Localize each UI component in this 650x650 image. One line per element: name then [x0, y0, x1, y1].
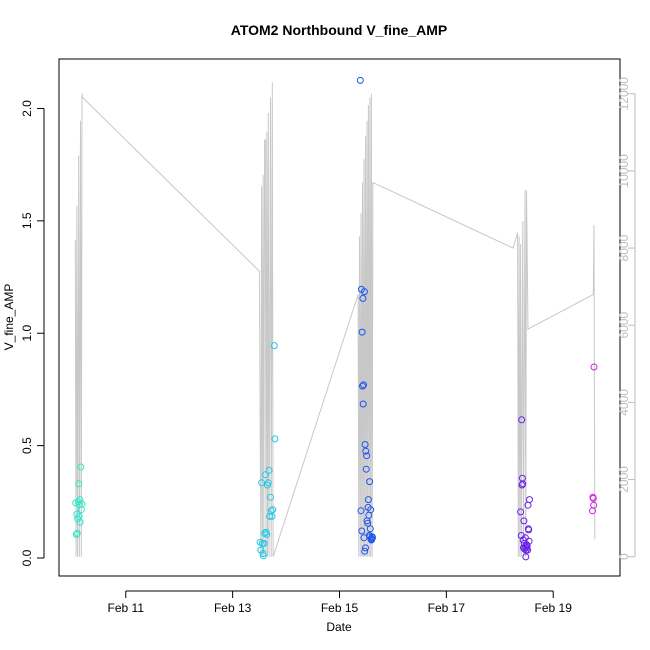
data-point [77, 463, 85, 471]
data-point [362, 544, 369, 552]
data-point [359, 400, 367, 408]
data-point [359, 294, 367, 302]
data-point [269, 506, 277, 514]
data-point [75, 480, 83, 488]
y2-tick-label: 4000 [617, 389, 631, 416]
data-point [361, 441, 369, 448]
data-point [259, 552, 267, 560]
data-point [73, 529, 81, 537]
plot-frame [58, 58, 621, 577]
data-point [263, 530, 271, 538]
data-point [590, 501, 598, 509]
data-point [523, 542, 531, 550]
data-point [271, 435, 279, 443]
secondary-line-layer [74, 82, 596, 557]
x-axis-label: Date [326, 620, 352, 634]
data-point [72, 530, 80, 538]
data-point [526, 496, 533, 504]
data-point [362, 447, 370, 455]
y-tick-label: 1.5 [20, 212, 34, 229]
data-point [364, 519, 372, 527]
secondary-series-line [74, 82, 596, 557]
data-point [518, 481, 526, 489]
data-point [525, 537, 533, 545]
data-point [270, 342, 278, 350]
data-point [360, 288, 368, 296]
data-point [517, 532, 525, 539]
x-tick-label: Feb 11 [108, 601, 145, 615]
y2-tick-label: 2000 [617, 466, 631, 493]
data-point [519, 480, 527, 488]
y-tick-label: 0.0 [20, 549, 34, 566]
data-point [267, 493, 274, 501]
y2-tick-label: 10000 [617, 154, 631, 188]
y2-tick-label: 8000 [617, 234, 631, 261]
points-layer [72, 76, 598, 561]
data-point [364, 496, 372, 504]
y2-tick-label: 6000 [617, 312, 631, 339]
data-point [366, 478, 374, 486]
data-point [362, 465, 370, 473]
data-point [524, 546, 532, 554]
data-point [358, 527, 366, 535]
data-point [589, 494, 597, 502]
data-point [76, 518, 84, 526]
data-point [268, 512, 276, 520]
data-point [356, 76, 364, 84]
data-point [360, 381, 368, 389]
y-axis: 0.0 0.5 1.0 1.5 2.0 [20, 100, 45, 566]
data-point [261, 471, 269, 479]
data-point [520, 517, 528, 525]
data-point [522, 553, 530, 561]
data-point [260, 539, 268, 547]
data-point [369, 534, 376, 542]
data-point [259, 550, 267, 557]
y-axis-label: V_fine_AMP [2, 284, 16, 351]
x-axis: Feb 11 Feb 13 Feb 15 Feb 17 Feb 19 [108, 590, 573, 615]
data-point [363, 452, 371, 460]
data-point [357, 507, 365, 515]
x-tick-label: Feb 19 [535, 601, 573, 615]
data-point [361, 547, 369, 555]
data-point [265, 466, 273, 474]
y2-axis: 0 2000 4000 6000 8000 10000 12000 [617, 77, 636, 560]
data-point [517, 508, 525, 516]
x-tick-label: Feb 15 [321, 601, 359, 615]
x-tick-label: Feb 17 [428, 601, 466, 615]
data-point [73, 510, 81, 518]
data-point [366, 525, 374, 533]
y-tick-label: 1.0 [20, 325, 34, 342]
data-point [358, 328, 366, 336]
data-point [264, 479, 272, 487]
y2-tick-label: 0 [617, 553, 631, 560]
chart-title: ATOM2 Northbound V_fine_AMP [231, 22, 447, 38]
data-point [258, 479, 266, 487]
data-point [258, 539, 266, 547]
y2-tick-label: 12000 [617, 77, 631, 111]
x-tick-label: Feb 13 [214, 601, 252, 615]
y-tick-label: 0.5 [20, 437, 34, 454]
data-point [525, 526, 533, 534]
y-tick-label: 2.0 [20, 100, 34, 117]
data-point [518, 416, 526, 424]
data-point [78, 500, 86, 508]
data-point [590, 363, 598, 371]
data-point [367, 506, 375, 514]
data-point [359, 382, 366, 390]
